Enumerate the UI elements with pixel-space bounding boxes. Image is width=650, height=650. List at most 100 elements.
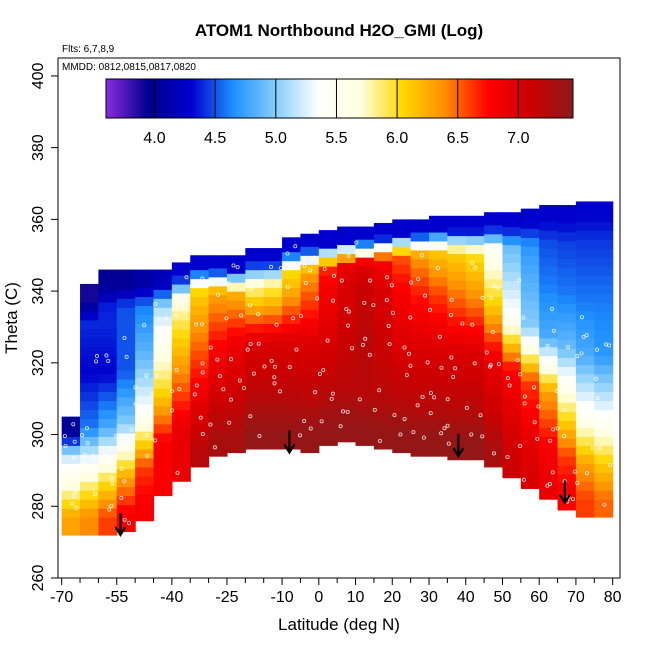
heatmap-cell: [80, 481, 100, 491]
heatmap-cell: [263, 350, 283, 360]
heatmap-cell: [116, 370, 136, 380]
observation-point: [492, 284, 497, 289]
heatmap-cell: [447, 226, 467, 237]
observation-point: [350, 346, 355, 351]
heatmap-cell: [208, 321, 228, 332]
heatmap-cell: [318, 400, 338, 411]
heatmap-cell: [80, 400, 100, 411]
heatmap-cell: [428, 339, 448, 350]
observation-point: [285, 285, 290, 290]
heatmap-cell: [190, 269, 210, 280]
observation-point: [532, 420, 537, 425]
heatmap-cell: [300, 255, 320, 265]
observation-point: [332, 273, 337, 278]
colorbar-tick-label: 4.5: [204, 130, 226, 147]
observation-point: [269, 358, 274, 363]
heatmap-cell: [392, 434, 412, 445]
observation-point: [390, 310, 395, 315]
observation-point: [404, 373, 409, 378]
heatmap-cell: [355, 382, 375, 393]
heatmap-cell: [520, 425, 540, 436]
heatmap-cell: [465, 343, 485, 353]
observation-point: [421, 435, 426, 440]
heatmap-cell: [520, 380, 540, 391]
heatmap-cell: [428, 402, 448, 412]
heatmap-cell: [557, 348, 577, 359]
heatmap-cell: [539, 230, 559, 240]
observation-point: [329, 396, 334, 401]
heatmap-cell: [465, 215, 485, 219]
heatmap-cell: [116, 352, 136, 362]
heatmap-cell: [282, 377, 302, 387]
heatmap-cell: [282, 269, 302, 280]
heatmap-cell: [135, 305, 155, 316]
observation-point: [505, 376, 510, 381]
heatmap-cell: [594, 490, 614, 500]
heatmap-cell: [594, 230, 614, 240]
observation-point: [551, 427, 556, 432]
heatmap-cell: [484, 386, 504, 396]
heatmap-cell: [300, 434, 320, 445]
heatmap-cell: [263, 269, 283, 280]
heatmap-cell: [135, 278, 155, 289]
heatmap-cell: [282, 323, 302, 333]
heatmap-cell: [318, 328, 338, 339]
observation-point: [602, 502, 607, 507]
heatmap-cell: [594, 355, 614, 366]
heatmap-cell: [594, 472, 614, 482]
heatmap-cell: [392, 300, 412, 310]
observation-point: [142, 323, 147, 328]
observation-point: [562, 433, 567, 438]
heatmap-cell: [484, 341, 504, 351]
heatmap-cell: [502, 226, 522, 237]
heatmap-cell: [428, 438, 448, 448]
heatmap-cell: [575, 463, 595, 473]
heatmap-cell: [153, 289, 173, 299]
heatmap-cell: [484, 395, 504, 405]
x-axis-label: Latitude (deg N): [278, 615, 400, 634]
heatmap-cell: [428, 321, 448, 332]
observation-point: [145, 432, 150, 437]
colorbar-tick-label: 6.0: [386, 130, 408, 147]
observation-point: [149, 391, 154, 396]
observation-point: [460, 321, 465, 326]
heatmap-cell: [428, 303, 448, 314]
heatmap-cell: [337, 432, 357, 443]
observation-point: [144, 373, 149, 378]
observation-point: [272, 364, 277, 369]
heatmap-cell: [539, 239, 559, 249]
heatmap-cell: [484, 233, 504, 244]
heatmap-cell: [539, 445, 559, 455]
heatmap-cell: [318, 436, 338, 446]
heatmap-cell: [98, 364, 118, 375]
observation-point: [502, 302, 507, 307]
heatmap-cell: [575, 337, 595, 348]
observation-point: [124, 354, 129, 359]
heatmap-cell: [245, 287, 265, 298]
heatmap-cell: [355, 301, 375, 312]
observation-point: [127, 521, 132, 526]
heatmap-cell: [373, 305, 393, 316]
heatmap-cell: [263, 323, 283, 333]
x-tick-label: 40: [457, 589, 475, 606]
heatmap-cell: [539, 328, 559, 339]
heatmap-cell: [98, 508, 118, 518]
heatmap-cell: [355, 319, 375, 330]
heatmap-cell: [135, 332, 155, 342]
heatmap-cell: [520, 362, 540, 373]
heatmap-cell: [575, 454, 595, 464]
y-tick-label: 280: [30, 493, 47, 520]
heatmap-cell: [465, 432, 485, 443]
heatmap-cell: [373, 296, 393, 307]
observation-point: [291, 316, 296, 321]
heatmap-cell: [80, 391, 100, 402]
heatmap-cell: [80, 409, 100, 420]
observation-point: [581, 334, 586, 339]
heatmap-cell: [539, 490, 559, 500]
heatmap-cell: [520, 452, 540, 463]
heatmap-cell: [428, 258, 448, 269]
y-tick-label: 360: [30, 206, 47, 233]
heatmap-cell: [318, 239, 338, 249]
heatmap-cell: [135, 466, 155, 477]
heatmap-cell: [208, 294, 228, 305]
